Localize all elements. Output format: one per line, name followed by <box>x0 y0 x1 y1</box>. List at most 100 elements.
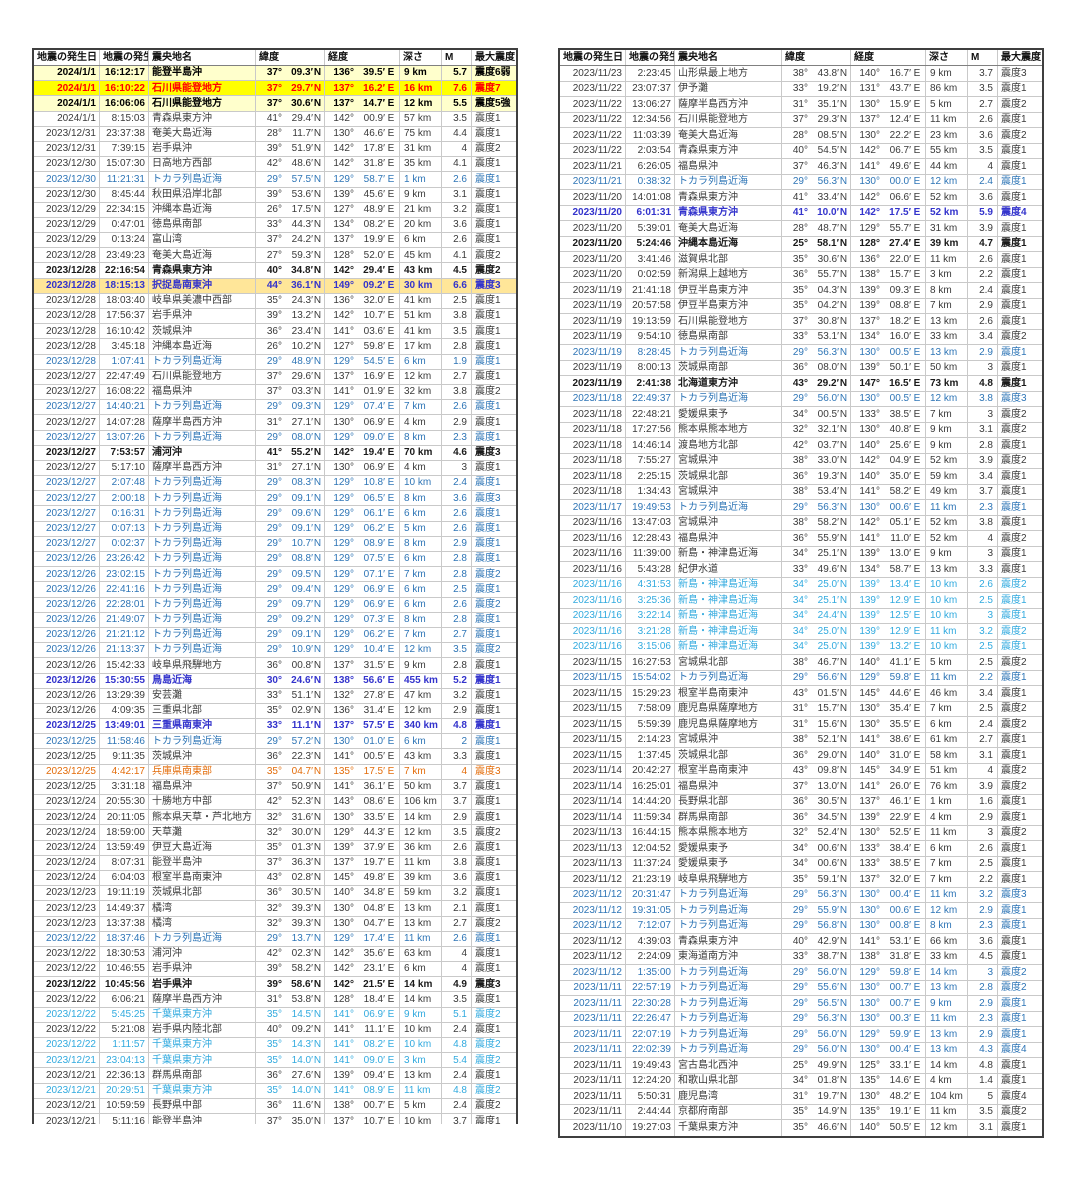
cell-longitude[interactable]: 139° 13.0′ E <box>851 546 926 561</box>
cell-latitude[interactable]: 29° 56.0′ N <box>782 1042 851 1057</box>
cell-time[interactable]: 3:21:28 <box>626 624 675 639</box>
cell-latitude[interactable]: 36° 55.9′ N <box>782 531 851 546</box>
cell-max-intensity[interactable]: 震度1 <box>475 295 501 307</box>
cell-latitude[interactable]: 29° 08.8′ N <box>256 552 325 567</box>
cell-depth[interactable]: 33 km <box>926 949 968 964</box>
cell-time[interactable]: 9:11:35 <box>100 749 149 764</box>
cell-depth[interactable]: 3 km <box>400 1053 442 1068</box>
cell-longitude[interactable]: 137° 32.0′ E <box>851 872 926 887</box>
cell-depth[interactable]: 52 km <box>926 453 968 468</box>
cell-max-intensity[interactable]: 震度1 <box>1001 904 1027 916</box>
cell-date[interactable]: 2023/11/15 <box>560 670 626 685</box>
cell-time[interactable]: 19:11:19 <box>100 886 149 901</box>
cell-time[interactable]: 4:09:35 <box>100 703 149 719</box>
cell-depth[interactable]: 1 km <box>400 172 442 187</box>
cell-magnitude[interactable]: 3.5 <box>968 1104 998 1119</box>
cell-longitude[interactable]: 133° 38.4′ E <box>851 841 926 856</box>
cell-magnitude[interactable]: 5.2 <box>442 673 472 688</box>
cell-date[interactable]: 2024/1/1 <box>34 111 100 126</box>
cell-magnitude[interactable]: 2.6 <box>968 112 998 127</box>
cell-max-intensity[interactable]: 震度1 <box>1001 858 1027 869</box>
cell-time[interactable]: 3:31:18 <box>100 779 149 794</box>
cell-date[interactable]: 2023/12/22 <box>34 992 100 1007</box>
cell-time[interactable]: 4:39:03 <box>626 934 675 949</box>
cell-latitude[interactable]: 32° 52.4′ N <box>782 825 851 840</box>
cell-longitude[interactable]: 142° 21.5′ E <box>325 977 400 992</box>
cell-magnitude[interactable]: 2.7 <box>442 916 472 931</box>
cell-longitude[interactable]: 130° 00.0′ E <box>851 174 926 189</box>
cell-magnitude[interactable]: 3.6 <box>442 217 472 233</box>
cell-epicenter-name[interactable]: 石川県能登地方 <box>149 369 256 384</box>
cell-depth[interactable]: 8 km <box>400 430 442 445</box>
cell-max-intensity[interactable]: 震度1 <box>475 462 501 474</box>
cell-epicenter-name[interactable]: 択捉島南東沖 <box>149 278 256 293</box>
cell-epicenter-name[interactable]: 天草灘 <box>149 825 256 840</box>
header-date[interactable]: 地震の発生日 <box>560 50 626 65</box>
cell-latitude[interactable]: 43° 29.2′ N <box>782 376 851 391</box>
cell-max-intensity[interactable]: 震度1 <box>1001 145 1027 156</box>
cell-magnitude[interactable]: 2.7 <box>968 97 998 112</box>
cell-max-intensity[interactable]: 震度1 <box>475 857 501 869</box>
cell-magnitude[interactable]: 3.3 <box>968 562 998 577</box>
cell-latitude[interactable]: 36° 00.8′ N <box>256 658 325 673</box>
cell-time[interactable]: 13:37:38 <box>100 916 149 931</box>
cell-time[interactable]: 18:15:13 <box>100 278 149 293</box>
cell-depth[interactable]: 7 km <box>400 400 442 415</box>
cell-max-intensity[interactable]: 震度2 <box>1001 331 1027 342</box>
cell-date[interactable]: 2023/11/20 <box>560 221 626 236</box>
cell-date[interactable]: 2023/12/27 <box>34 384 100 400</box>
cell-time[interactable]: 12:24:20 <box>626 1073 675 1088</box>
cell-depth[interactable]: 12 km <box>400 96 442 111</box>
cell-date[interactable]: 2023/11/21 <box>560 159 626 174</box>
cell-depth[interactable]: 86 km <box>926 81 968 96</box>
cell-longitude[interactable]: 129° 10.8′ E <box>325 476 400 491</box>
cell-latitude[interactable]: 29° 56.3′ N <box>782 500 851 515</box>
cell-longitude[interactable]: 141° 49.6′ E <box>851 159 926 174</box>
cell-depth[interactable]: 6 km <box>926 841 968 856</box>
cell-longitude[interactable]: 125° 33.1′ E <box>851 1058 926 1073</box>
cell-epicenter-name[interactable]: 鹿児島県薩摩地方 <box>675 701 782 716</box>
cell-max-intensity[interactable]: 震度1 <box>1001 594 1027 606</box>
cell-time[interactable]: 23:07:37 <box>626 81 675 96</box>
cell-max-intensity[interactable]: 震度1 <box>1001 486 1027 497</box>
cell-magnitude[interactable]: 2.9 <box>968 996 998 1011</box>
cell-magnitude[interactable]: 2.2 <box>968 670 998 685</box>
cell-latitude[interactable]: 33° 44.3′ N <box>256 217 325 233</box>
cell-longitude[interactable]: 131° 43.7′ E <box>851 81 926 96</box>
cell-depth[interactable]: 39 km <box>400 870 442 886</box>
cell-latitude[interactable]: 29° 56.5′ N <box>782 996 851 1011</box>
cell-epicenter-name[interactable]: 愛媛県東予 <box>675 841 782 856</box>
cell-time[interactable]: 15:07:30 <box>100 157 149 172</box>
cell-max-intensity[interactable]: 震度1 <box>1001 253 1027 265</box>
cell-magnitude[interactable]: 3.1 <box>968 422 998 437</box>
cell-longitude[interactable]: 141° 00.5′ E <box>325 749 400 764</box>
cell-time[interactable]: 8:45:44 <box>100 187 149 202</box>
cell-date[interactable]: 2023/12/26 <box>34 552 100 567</box>
cell-time[interactable]: 7:39:15 <box>100 141 149 157</box>
cell-longitude[interactable]: 128° 27.4′ E <box>851 236 926 251</box>
cell-magnitude[interactable]: 2.4 <box>442 1098 472 1113</box>
cell-magnitude[interactable]: 2.8 <box>968 438 998 453</box>
cell-date[interactable]: 2023/12/29 <box>34 217 100 233</box>
cell-longitude[interactable]: 142° 06.7′ E <box>851 143 926 158</box>
cell-epicenter-name[interactable]: 岩手県沖 <box>149 977 256 992</box>
cell-max-intensity[interactable]: 震度1 <box>475 112 501 124</box>
cell-longitude[interactable]: 130° 52.5′ E <box>851 825 926 840</box>
cell-max-intensity[interactable]: 震度1 <box>1001 176 1027 187</box>
cell-latitude[interactable]: 25° 49.9′ N <box>782 1058 851 1073</box>
cell-magnitude[interactable]: 2.9 <box>968 298 998 313</box>
cell-depth[interactable]: 9 km <box>926 66 968 81</box>
cell-depth[interactable]: 11 km <box>926 887 968 902</box>
cell-time[interactable]: 23:49:23 <box>100 248 149 263</box>
cell-depth[interactable]: 17 km <box>400 339 442 354</box>
cell-time[interactable]: 17:27:56 <box>626 422 675 437</box>
cell-longitude[interactable]: 142° 35.6′ E <box>325 946 400 962</box>
cell-epicenter-name[interactable]: 安芸灘 <box>149 688 256 703</box>
cell-longitude[interactable]: 129° 54.5′ E <box>325 354 400 369</box>
cell-date[interactable]: 2023/11/21 <box>560 174 626 189</box>
cell-depth[interactable]: 9 km <box>400 1007 442 1022</box>
cell-date[interactable]: 2023/12/26 <box>34 673 100 688</box>
cell-longitude[interactable]: 127° 59.8′ E <box>325 339 400 354</box>
cell-epicenter-name[interactable]: 紀伊水道 <box>675 562 782 577</box>
cell-latitude[interactable]: 37° 35.0′ N <box>256 1113 325 1124</box>
